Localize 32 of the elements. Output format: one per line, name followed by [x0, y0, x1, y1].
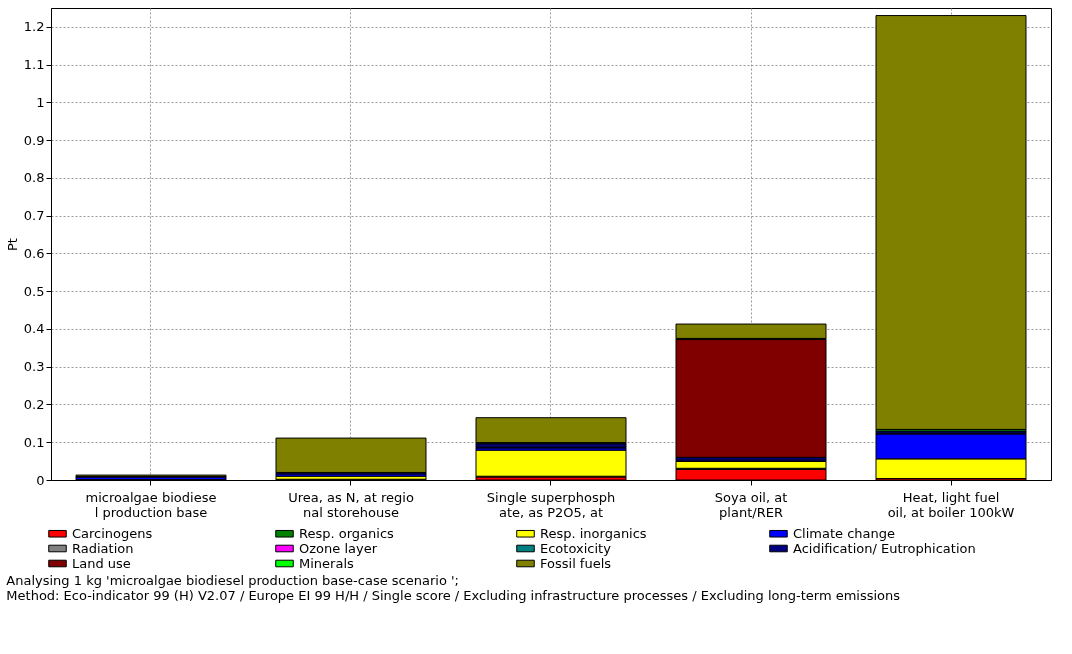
legend-label: Radiation [72, 540, 134, 556]
y-tick-label: 0.6 [23, 245, 45, 261]
legend-label: Climate change [793, 525, 896, 541]
legend-label: Fossil fuels [540, 555, 612, 571]
y-tick-label: 1 [36, 94, 45, 110]
x-tick-label: Soya oil, at plant/RER [714, 489, 788, 520]
y-tick-label: 1.1 [23, 57, 45, 73]
y-tick-label: 0.9 [23, 132, 45, 148]
legend-label: Land use [72, 555, 131, 571]
y-tick-label: 0.1 [23, 434, 45, 450]
legend-label: Resp. organics [299, 525, 395, 541]
y-tick-label: 0.7 [23, 208, 45, 224]
y-tick-label: 1.2 [23, 19, 45, 35]
y-tick-label: 0.2 [23, 396, 45, 412]
legend-label: Carcinogens [72, 525, 153, 541]
x-tick-label: Heat, light fuel oil, at boiler 100kW [887, 489, 1015, 520]
text: Method: Eco-indicator 99 (H) V2.07 / Europe EI 99 H/H / Single score / Excluding infrastructure processes / Excluding long-term emissions [6, 588, 901, 603]
y-tick-label: 0.3 [23, 359, 45, 375]
y-axis-title: Pt [4, 238, 20, 251]
x-tick-label: microalgae biodiese l production base [85, 489, 217, 520]
text: Analysing 1 kg 'microalgae biodiesel production base-case scenario '; [6, 573, 459, 588]
y-tick-label: 0.4 [23, 321, 45, 337]
x-tick-label: Single superphosph ate, as P2O5, at [486, 489, 616, 520]
y-tick-label: 0.5 [23, 283, 45, 299]
x-tick-label: Urea, as N, at regio nal storehouse [288, 489, 414, 520]
y-tick-label: 0.8 [23, 170, 45, 186]
legend-label: Resp. inorganics [540, 525, 647, 541]
legend-label: Acidification/ Eutrophication [793, 540, 976, 556]
legend-label: Ecotoxicity [540, 540, 612, 556]
legend-label: Ozone layer [299, 540, 378, 556]
y-tick-label: 0 [36, 472, 45, 488]
legend-label: Minerals [299, 555, 354, 571]
